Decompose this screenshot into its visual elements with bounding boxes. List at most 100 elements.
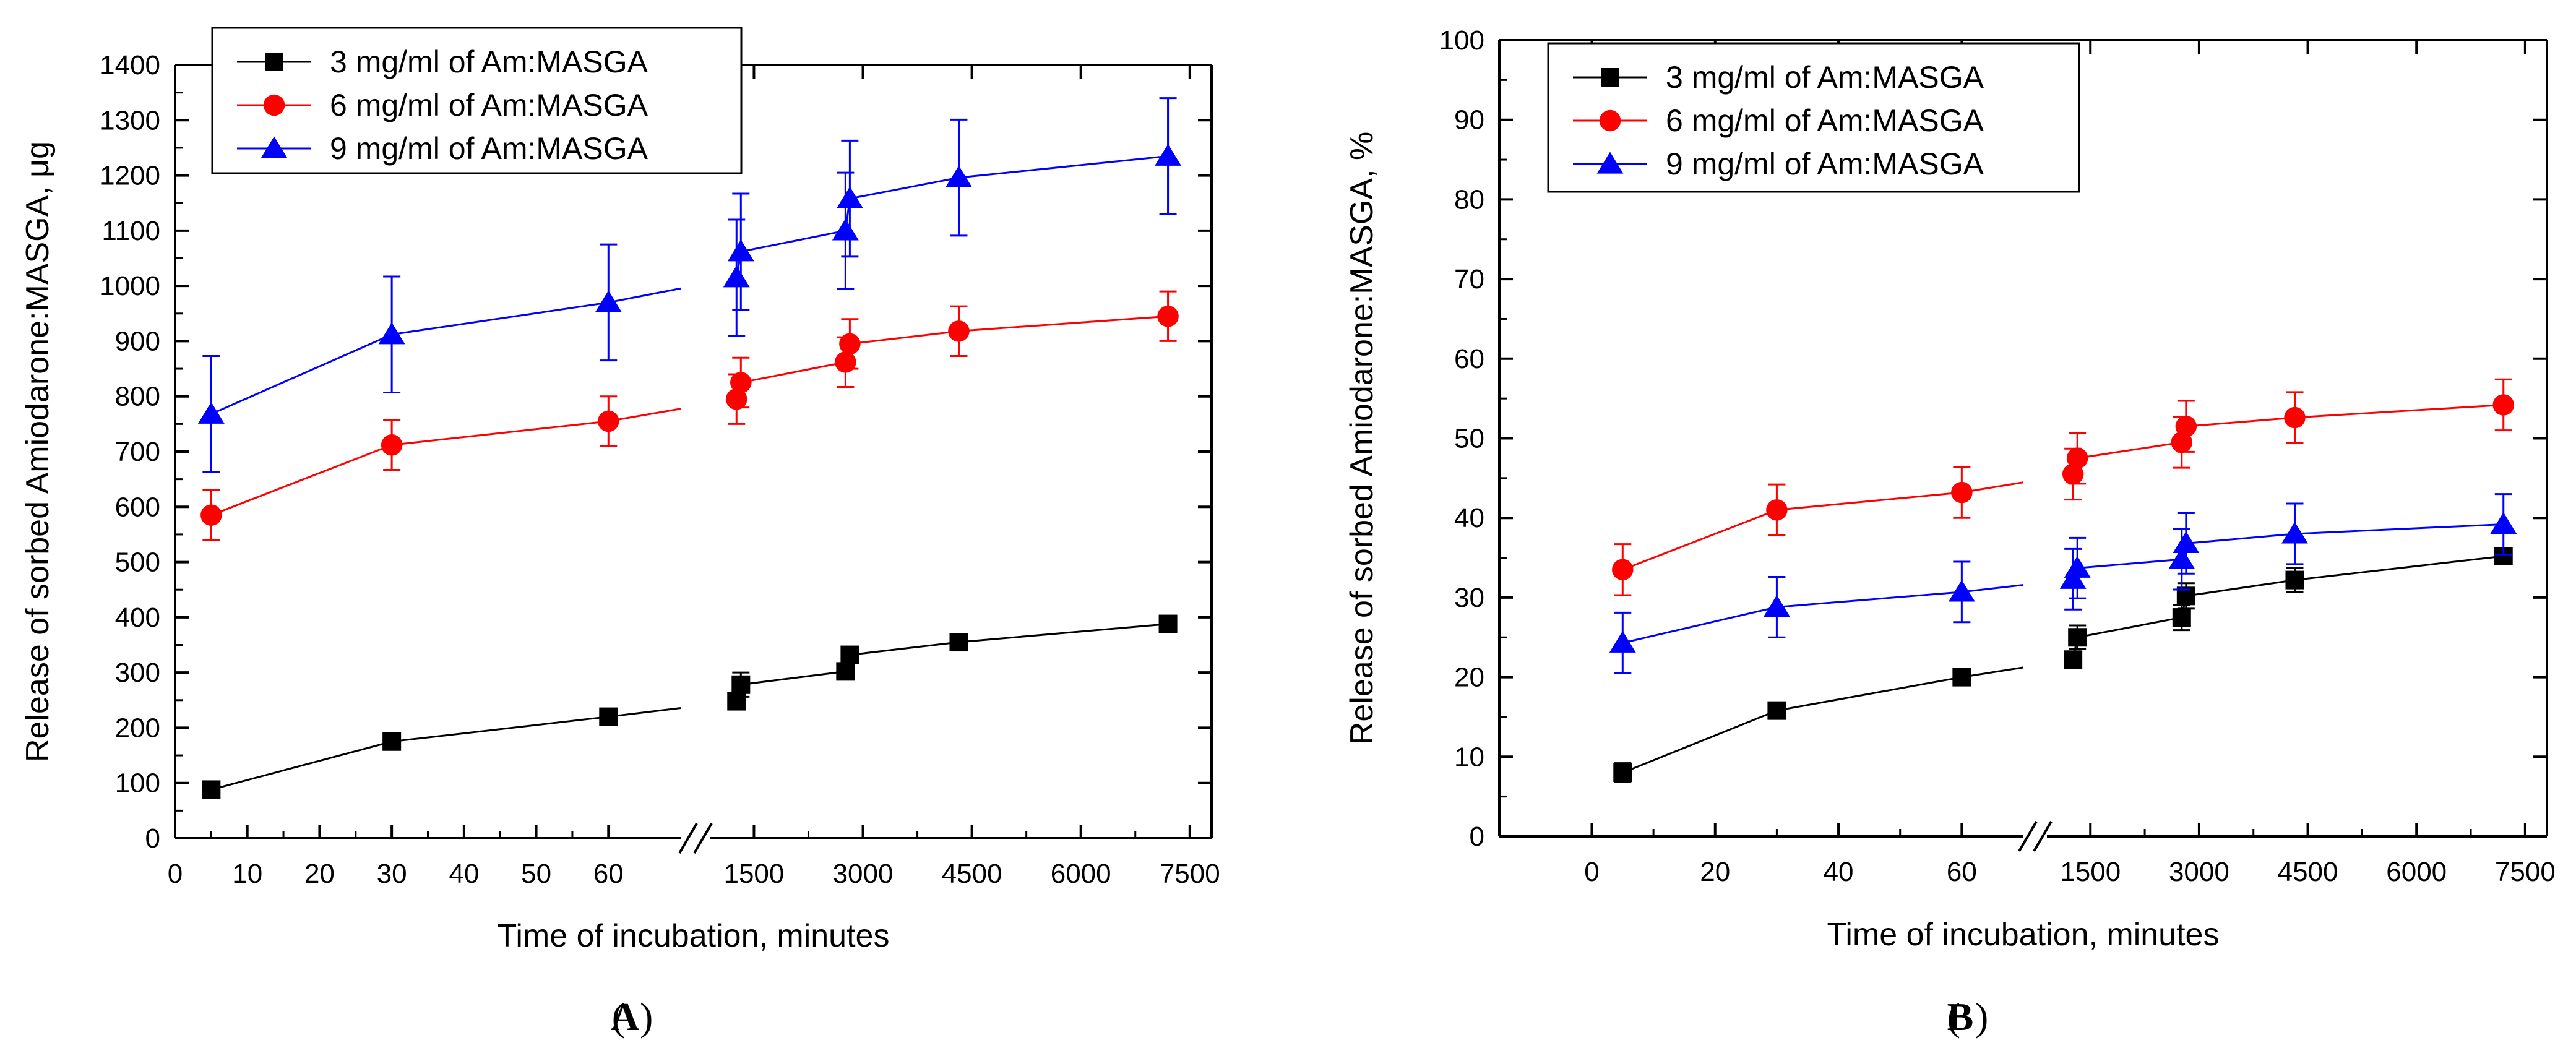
series-line-stub (1962, 666, 2024, 679)
series-3 (197, 97, 1182, 473)
x-tick-label: 0 (168, 859, 183, 889)
data-point (202, 780, 221, 799)
y-tick-label: 20 (1454, 663, 1484, 693)
x-tick-label: 3000 (2169, 857, 2229, 887)
y-tick-label: 1100 (101, 216, 160, 246)
x-tick-label: 60 (1947, 857, 1977, 887)
legend-label: 3 mg/ml of Am:MASGA (330, 45, 648, 79)
data-point (1767, 701, 1786, 720)
svg-text:): ) (640, 995, 653, 1039)
data-point (723, 265, 750, 288)
y-tick-label: 50 (1454, 424, 1484, 454)
axis-break-slash (678, 822, 698, 854)
x-ticks: 0 10 20 30 40 50 60 1500 3000 4500 6000 7500 (168, 65, 1220, 889)
data-point (599, 707, 618, 726)
legend-item: 6 mg/ml of Am:MASGA (237, 88, 648, 122)
x-tick-label: 60 (593, 859, 624, 889)
legend-item: 9 mg/ml of Am:MASGA (237, 131, 648, 166)
y-tick-label: 100 (115, 768, 160, 799)
data-point (1158, 614, 1178, 633)
data-point (1948, 580, 1975, 602)
data-point (1763, 595, 1790, 617)
data-point (2492, 394, 2514, 416)
data-point (2172, 608, 2191, 627)
data-point (2068, 628, 2087, 647)
data-point (2173, 531, 2200, 553)
series-1 (1613, 546, 2513, 783)
x-tick-label: 4500 (2278, 857, 2338, 887)
series-line-stub (608, 706, 681, 718)
x-tick-label: 30 (377, 859, 407, 889)
chart-panel-a: 0100200300400500600700800900100011001200… (20, 27, 1220, 954)
data-point (949, 633, 968, 652)
y-ticks: 0 100 200 300 400 500 600 700 800 900 1000 1100 1200… (100, 50, 1212, 854)
data-point (381, 434, 403, 456)
x-tick-label: 1500 (2060, 857, 2121, 887)
data-point (1609, 630, 1636, 653)
legend-label: 6 mg/ml of Am:MASGA (330, 88, 648, 122)
x-ticks: 0 20 40 60 1500 3000 4500 6000 7500 (1584, 40, 2556, 887)
axis-break-slash (2033, 820, 2053, 852)
data-point (200, 504, 222, 526)
data-point (2168, 547, 2195, 569)
y-tick-label: 500 (115, 547, 160, 578)
panel-b-caption: ( B ) (1947, 995, 1989, 1039)
y-tick-label: 1400 (100, 50, 160, 80)
data-point (2490, 512, 2517, 534)
data-point (197, 401, 225, 424)
y-tick-label: 1300 (100, 105, 160, 135)
legend-marker (261, 136, 288, 158)
y-tick-label: 900 (115, 326, 160, 356)
series-2 (200, 290, 1179, 541)
x-tick-label: 6000 (1051, 859, 1111, 889)
x-tick-label: 7500 (2495, 857, 2556, 887)
data-point (1612, 559, 1634, 581)
y-ticks: 0 10 20 30 40 50 60 70 80 90 100 (1439, 25, 2547, 852)
y-tick-label: 400 (115, 603, 160, 633)
series-line-stub (1962, 583, 2024, 593)
svg-text:): ) (1975, 995, 1988, 1039)
data-point (2284, 406, 2306, 429)
y-tick-label: 1200 (100, 161, 160, 191)
y-tick-label: 60 (1454, 344, 1484, 374)
data-point (2175, 415, 2197, 437)
y-tick-label: 100 (1439, 25, 1484, 56)
series-line-stub (608, 408, 681, 423)
legend-item: 3 mg/ml of Am:MASGA (1573, 60, 1984, 95)
data-point (726, 388, 747, 410)
data-point (382, 732, 402, 751)
y-tick-label: 70 (1454, 264, 1484, 294)
legend-box (1547, 42, 2080, 193)
legend-label: 3 mg/ml of Am:MASGA (1666, 60, 1984, 95)
legend-marker (1599, 109, 1621, 132)
y-tick-label: 0 (145, 823, 160, 854)
data-point (836, 662, 855, 681)
x-tick-label: 40 (1824, 857, 1854, 887)
x-tick-label: 4500 (942, 859, 1002, 889)
data-point (2066, 447, 2088, 469)
data-point (839, 333, 861, 355)
data-point (1155, 144, 1182, 166)
data-point (946, 165, 972, 187)
data-point (2281, 522, 2308, 544)
data-point (1613, 763, 1632, 783)
data-point (727, 692, 746, 711)
data-point (948, 320, 970, 342)
y-tick-label: 1000 (100, 271, 160, 301)
legend-marker (265, 53, 283, 71)
data-point (598, 410, 619, 432)
panel-a-caption: ( A ) (611, 995, 653, 1039)
x-tick-label: 0 (1584, 857, 1599, 887)
x-tick-label: 3000 (833, 859, 894, 889)
data-point (731, 675, 751, 694)
legend-marker (1601, 68, 1619, 87)
svg-text:(: ( (1947, 995, 1960, 1039)
panel-a-label: A (611, 995, 639, 1039)
series-3 (1609, 493, 2517, 674)
y-tick-label: 30 (1454, 583, 1484, 613)
data-point (1951, 481, 1973, 504)
y-axis-label: Release of sorbed Amiodarone:MASGA, μg (20, 141, 56, 762)
legend-item: 3 mg/ml of Am:MASGA (237, 45, 648, 79)
axis-break-slash (693, 822, 713, 854)
